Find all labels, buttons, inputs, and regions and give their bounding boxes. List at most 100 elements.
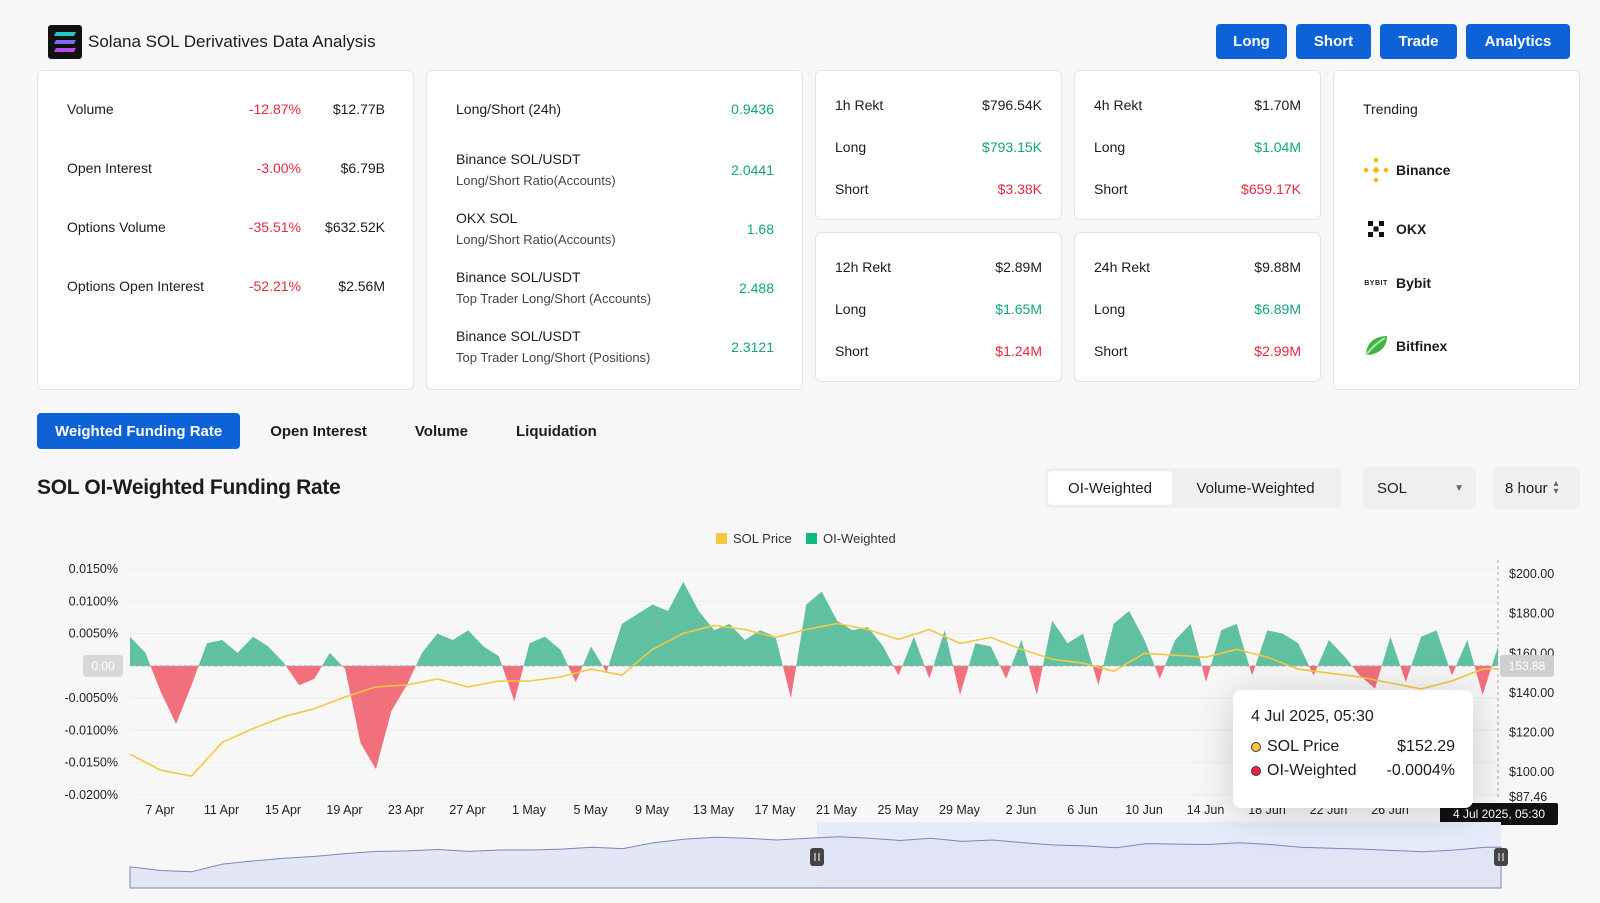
rekt-total: $2.89M [995, 259, 1042, 275]
x-tick-label: 19 Apr [326, 803, 362, 817]
chevron-updown-icon: ▴ ▾ [1553, 478, 1559, 497]
rekt-long: $793.15K [982, 139, 1042, 155]
tooltip-price-dot [1251, 742, 1261, 752]
bybit-icon: BYBIT [1364, 279, 1388, 287]
overview-value: $6.79B [340, 160, 385, 176]
ratio-sublabel: Top Trader Long/Short (Accounts) [456, 291, 652, 306]
rekt-short: $659.17K [1241, 181, 1301, 197]
overview-change: -52.21% [248, 278, 301, 294]
tab-weighted-funding-rate[interactable]: Weighted Funding Rate [37, 413, 241, 449]
trending-label: Bitfinex [1396, 338, 1448, 354]
chart-areas [130, 581, 1498, 770]
tooltip-price-value: $152.29 [1397, 738, 1455, 755]
ratio-label: OKX SOL [456, 210, 518, 226]
rekt-short: $3.38K [997, 181, 1042, 197]
trending-item-bybit[interactable]: BYBIT Bybit [1363, 275, 1431, 291]
tab-liquidation[interactable]: Liquidation [515, 422, 597, 440]
trending-title: Trending [1363, 101, 1418, 117]
solana-logo-icon [48, 25, 82, 59]
x-tick-label: 7 Apr [145, 803, 174, 817]
tooltip-oi-value: -0.0004% [1386, 762, 1456, 779]
overview-value: $12.77B [332, 101, 385, 117]
bitfinex-icon [1365, 336, 1387, 356]
overview-change: -12.87% [248, 101, 301, 117]
rekt-card-4h: 4h Rekt $1.70M Long $1.04M Short $659.17K [1074, 70, 1321, 220]
y-left-tick-label: -0.0150% [64, 756, 118, 770]
ratio-sublabel: Long/Short Ratio(Accounts) [456, 232, 616, 247]
rekt-card-24h: 24h Rekt $9.88M Long $6.89M Short $2.99M [1074, 232, 1321, 382]
price-marker-badge [1500, 654, 1554, 677]
rekt-short-label: Short [835, 343, 869, 359]
rekt-long-label: Long [1094, 301, 1126, 317]
long-short-card: Long/Short (24h) 0.9436 Binance SOL/USDT… [426, 70, 803, 390]
overview-label: Options Open Interest [67, 278, 204, 294]
ratio-label: Long/Short (24h) [456, 101, 562, 117]
legend-price-swatch [716, 533, 727, 544]
tooltip-oi-dot [1251, 766, 1261, 776]
volume-weighted-option[interactable]: Volume-Weighted [1196, 479, 1315, 497]
symbol-select[interactable]: SOL ▼ [1363, 467, 1476, 509]
rekt-long: $1.65M [995, 301, 1042, 317]
ratio-label: Binance SOL/USDT [456, 269, 581, 285]
x-tick-label: 9 May [635, 803, 670, 817]
sol-price-line [129, 622, 1499, 777]
page-title: Solana SOL Derivatives Data Analysis [88, 32, 376, 51]
y-left-tick-label: 0.0100% [69, 594, 118, 608]
long-button[interactable]: Long [1216, 24, 1287, 59]
overview-card: Volume -12.87% $12.77B Open Interest -3.… [37, 70, 414, 390]
y-left-tick-label: -0.0100% [64, 723, 118, 737]
tooltip-oi-row: OI-Weighted -0.0004% [1251, 762, 1455, 780]
rekt-total: $9.88M [1254, 259, 1301, 275]
x-tick-label: 23 Apr [388, 803, 424, 817]
chart-tabs: Weighted Funding Rate Open Interest Volu… [37, 413, 627, 449]
rekt-short-label: Short [1094, 343, 1128, 359]
y-left-tick-label: 0.0150% [69, 562, 118, 576]
y-left-tick-label: -0.0050% [64, 691, 118, 705]
trending-item-bitfinex[interactable]: Bitfinex [1363, 333, 1447, 359]
tooltip-price-row: SOL Price $152.29 [1251, 738, 1455, 756]
ratio-value: 1.68 [746, 220, 774, 237]
x-tick-label: 25 May [878, 803, 920, 817]
chart-tooltip: 4 Jul 2025, 05:30 SOL Price $152.29 OI-W… [1233, 690, 1473, 808]
rekt-title: 4h Rekt [1094, 97, 1143, 113]
trending-item-okx[interactable]: OKX [1363, 216, 1426, 242]
rekt-card-12h: 12h Rekt $2.89M Long $1.65M Short $1.24M [815, 232, 1062, 382]
x-tick-label: 27 Apr [449, 803, 485, 817]
overview-label: Volume [67, 101, 114, 117]
legend-oi-label: OI-Weighted [823, 531, 896, 546]
rekt-long-label: Long [835, 301, 867, 317]
caret-down-icon: ▼ [1454, 482, 1464, 494]
x-tick-label: 6 Jun [1067, 803, 1098, 817]
ratio-value: 2.0441 [731, 161, 774, 178]
trade-button[interactable]: Trade [1380, 24, 1457, 59]
tab-volume[interactable]: Volume [414, 422, 468, 440]
ratio-row: Long/Short (24h) 0.9436 [456, 101, 774, 117]
overview-change: -3.00% [256, 160, 301, 176]
x-tick-label: 2 Jun [1006, 803, 1037, 817]
rekt-total: $1.70M [1254, 97, 1301, 113]
rekt-short: $1.24M [995, 343, 1042, 359]
oi-weighted-option[interactable]: OI-Weighted [1048, 471, 1172, 505]
ratio-row: OKX SOL Long/Short Ratio(Accounts) 1.68 [456, 210, 774, 247]
overview-row: Open Interest -3.00% $6.79B [67, 160, 385, 176]
trending-item-binance[interactable]: Binance [1363, 157, 1450, 183]
rekt-long-label: Long [835, 139, 867, 155]
overview-value: $2.56M [338, 278, 385, 294]
ratio-sublabel: Long/Short Ratio(Accounts) [456, 173, 616, 188]
trending-card: Trending Binance OKX BYBIT Bybit Bitfine… [1333, 70, 1580, 390]
tab-open-interest[interactable]: Open Interest [270, 422, 367, 440]
short-button[interactable]: Short [1296, 24, 1371, 59]
analytics-button[interactable]: Analytics [1466, 24, 1570, 59]
y-right-tick-label: $100.00 [1509, 765, 1554, 779]
funding-rate-chart[interactable]: SOL Price OI-Weighted 0.0150% 0.0100% 0.00… [0, 530, 1600, 903]
rekt-title: 24h Rekt [1094, 259, 1151, 275]
navigator-handle [1494, 848, 1508, 866]
weighting-toggle: OI-Weighted Volume-Weighted [1045, 468, 1342, 508]
chart-navigator[interactable] [129, 822, 1508, 889]
price-marker-label: 153.88 [1509, 659, 1546, 673]
trending-label: Binance [1396, 162, 1451, 178]
rekt-card-1h: 1h Rekt $796.54K Long $793.15K Short $3.38K [815, 70, 1062, 220]
interval-select[interactable]: 8 hour ▴ ▾ [1493, 467, 1580, 509]
rekt-total: $796.54K [982, 97, 1042, 113]
interval-select-value: 8 hour [1505, 479, 1548, 497]
